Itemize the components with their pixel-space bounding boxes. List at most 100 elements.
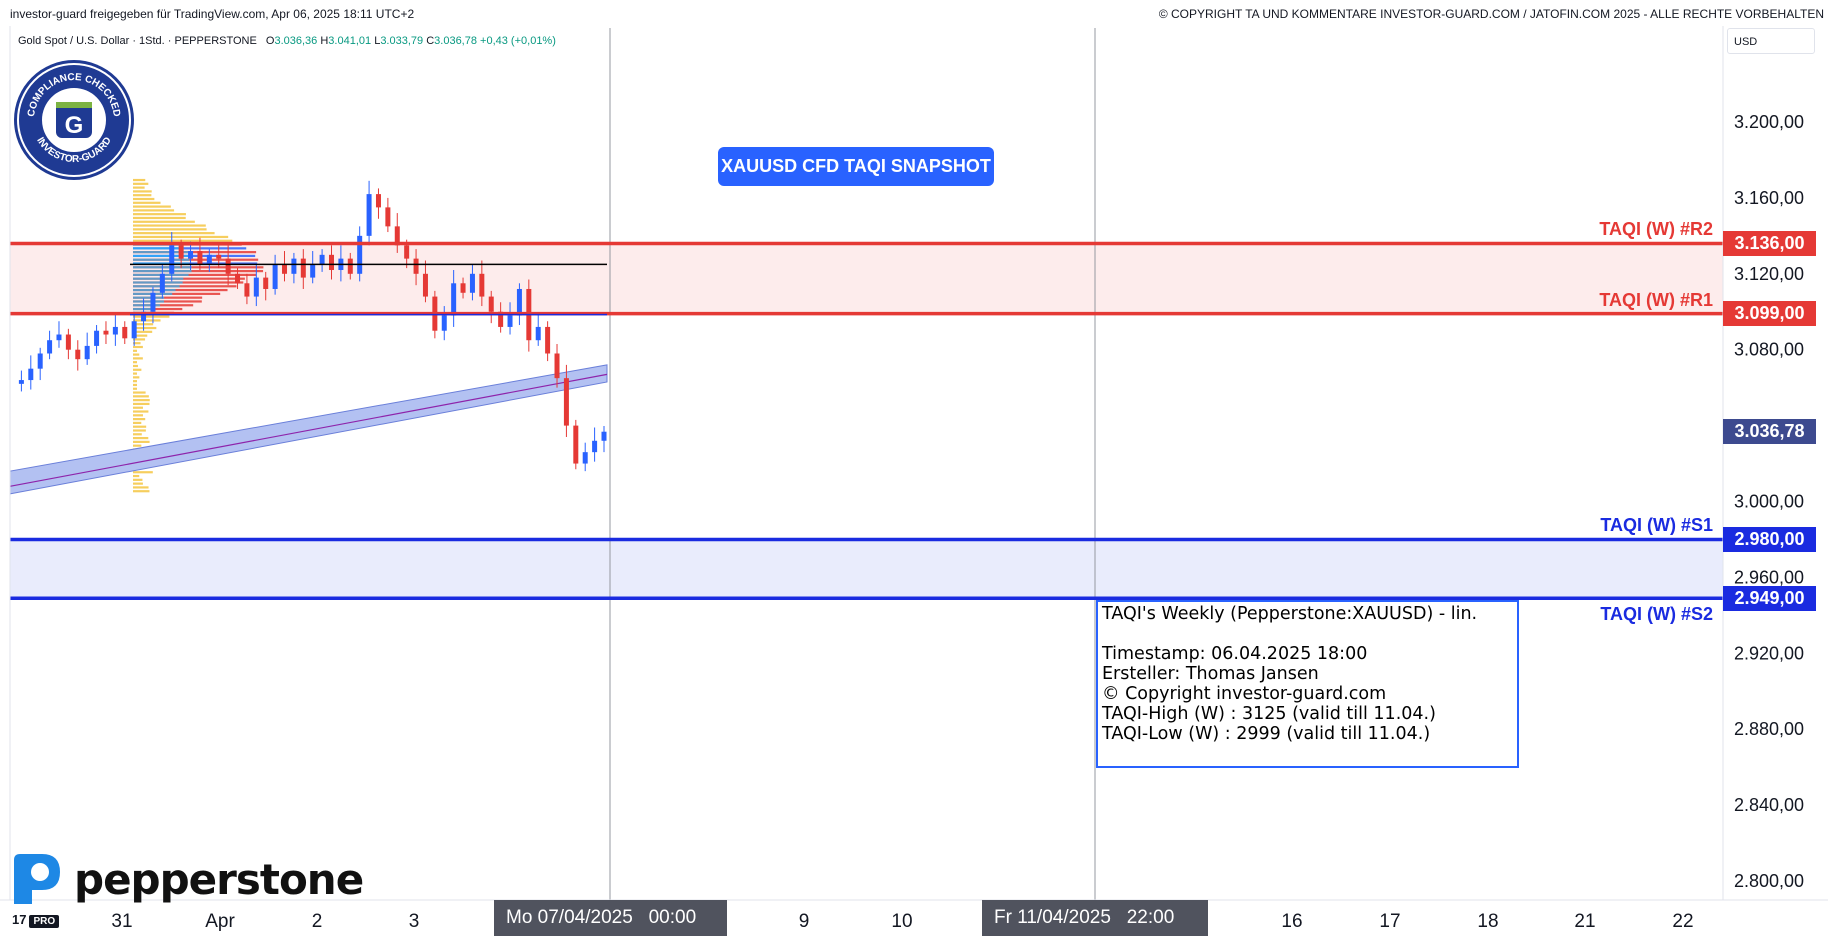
volume-profile-bar — [133, 224, 206, 226]
volume-profile-bar — [133, 213, 186, 215]
volume-profile-bar — [133, 209, 174, 211]
level-label-s1: TAQI (W) #S1 — [1600, 515, 1713, 536]
candle-body — [75, 350, 80, 359]
time-tick-label: 3 — [409, 911, 420, 932]
volume-profile-bar — [133, 236, 228, 238]
price-tick-label: 2.840,00 — [1734, 795, 1804, 815]
candle-body — [508, 316, 513, 327]
candle-body — [66, 335, 71, 350]
volume-profile-bar — [133, 422, 141, 424]
candle-body — [414, 259, 419, 274]
volume-profile-bar — [133, 471, 153, 473]
time-tick-label: 16 — [1281, 911, 1302, 932]
volume-profile-bar — [133, 369, 141, 371]
candle-body — [85, 346, 90, 359]
volume-profile-bar-inner — [133, 300, 164, 302]
candle-body — [150, 293, 155, 312]
candle-body — [235, 274, 240, 283]
candle-body — [56, 335, 61, 341]
currency-selector[interactable]: USD — [1727, 28, 1815, 54]
time-tick-label: 17 — [1379, 911, 1400, 932]
low-value: 3.033,79 — [380, 35, 423, 47]
candle-body — [385, 207, 390, 226]
price-tick-label: 2.880,00 — [1734, 719, 1804, 739]
volume-profile-bar — [133, 399, 150, 401]
volume-profile-bar — [133, 350, 137, 352]
candle-body — [254, 278, 259, 297]
tradingview-logo: 17 PRO — [12, 912, 59, 927]
volume-profile-bar — [133, 433, 142, 435]
volume-profile-bar — [133, 391, 146, 393]
price-tick-label: 3.200,00 — [1734, 112, 1804, 132]
candle-body — [273, 264, 278, 289]
volume-profile-bar — [133, 316, 169, 318]
candle-body — [376, 194, 381, 207]
volume-profile-bar — [133, 365, 138, 367]
candle-body — [169, 245, 174, 273]
candle-body — [583, 452, 588, 463]
volume-profile-bar — [133, 445, 141, 447]
candle-body — [113, 327, 118, 335]
volume-profile-bar — [133, 232, 215, 234]
info-high: TAQI-High (W) : 3125 (valid till 11.04.) — [1102, 704, 1517, 724]
ohlc-values: O3.036,36 H3.041,01 L3.033,79 C3.036,78 … — [266, 35, 556, 47]
volume-profile-bar — [133, 319, 161, 321]
volume-profile-bar-inner — [133, 304, 160, 306]
volume-profile-bar-inner — [133, 247, 184, 249]
volume-profile-bar-inner — [133, 289, 176, 291]
price-tag-current: 3.036,78 — [1723, 419, 1816, 444]
time-tick-label: 21 — [1574, 911, 1595, 932]
info-gap — [1102, 624, 1517, 644]
candle-body — [517, 289, 522, 316]
candle-body — [216, 255, 221, 259]
candle-body — [103, 331, 108, 335]
price-tag-r2: 3.136,00 — [1723, 231, 1816, 256]
candle-body — [479, 274, 484, 297]
candle-body — [404, 245, 409, 258]
candle-body — [38, 353, 43, 368]
close-label: C — [426, 35, 434, 47]
candle-body — [310, 264, 315, 277]
candle-body — [291, 259, 296, 274]
volume-profile-bar-inner — [133, 285, 180, 287]
volume-profile-bar — [133, 384, 137, 386]
candle-body — [301, 259, 306, 278]
candle-body — [263, 278, 268, 289]
candle-body — [94, 331, 99, 346]
volume-profile-bar — [133, 380, 137, 382]
level-label-r2: TAQI (W) #R2 — [1599, 219, 1713, 240]
volume-profile-bar — [133, 221, 195, 223]
candle-body — [160, 274, 165, 293]
volume-profile-bar-inner — [133, 278, 183, 280]
volume-profile-bar — [133, 202, 161, 204]
time-tick-label: 18 — [1477, 911, 1498, 932]
candle-body — [329, 255, 334, 270]
volume-profile-bar — [133, 357, 143, 359]
volume-profile-bar — [133, 395, 149, 397]
price-tick-label: 3.080,00 — [1734, 340, 1804, 360]
moving-average-line — [10, 374, 607, 486]
candle-body — [555, 353, 560, 378]
high-value: 3.041,01 — [328, 35, 371, 47]
volume-profile-bar — [133, 183, 148, 185]
candle-body — [470, 274, 475, 293]
time-tick-label: Apr — [205, 911, 235, 932]
candle-body — [207, 255, 212, 264]
volume-profile-bar — [133, 414, 143, 416]
volume-profile-bar — [133, 441, 150, 443]
volume-profile-bar — [133, 194, 151, 196]
candle-body — [122, 327, 127, 338]
compliance-badge: COMPLIANCE CHECKED INVESTOR-GUARD G — [12, 58, 136, 182]
candle-body — [132, 321, 137, 338]
volume-profile-bar-inner — [133, 297, 164, 299]
volume-profile-bar — [133, 475, 139, 477]
volume-profile-bar — [133, 479, 142, 481]
volume-profile-bar — [133, 240, 232, 242]
candle-body — [47, 340, 52, 353]
volume-profile-bar — [133, 187, 145, 189]
price-tick-label: 3.000,00 — [1734, 492, 1804, 512]
pepperstone-wordmark: pepperstone — [74, 855, 363, 904]
open-value: 3.036,36 — [274, 35, 317, 47]
candle-body — [545, 327, 550, 354]
